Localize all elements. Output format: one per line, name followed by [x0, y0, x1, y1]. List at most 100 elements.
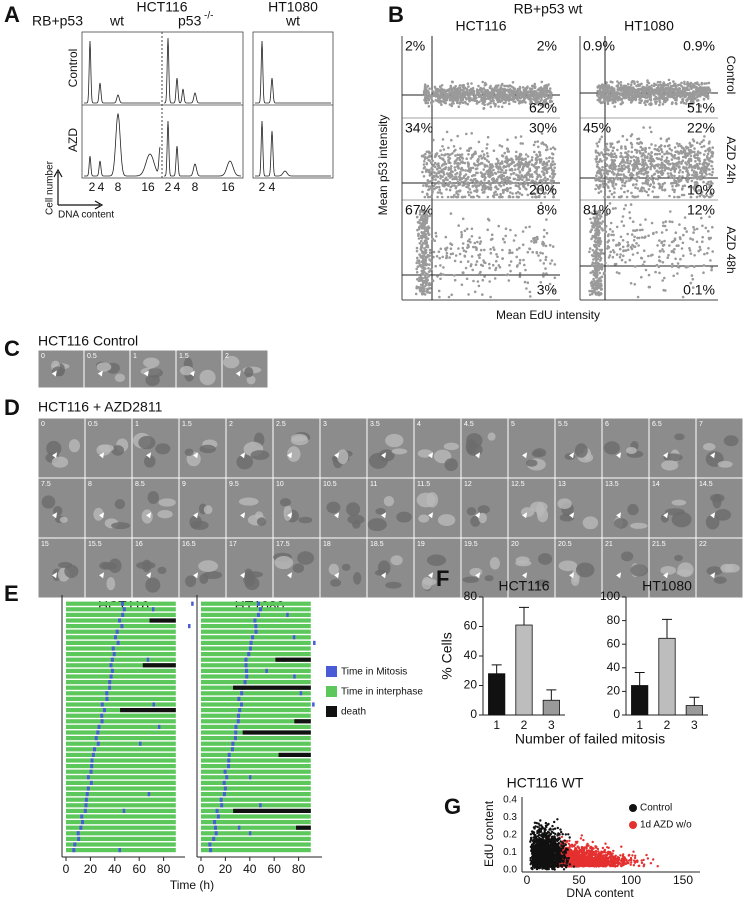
cell-dot	[537, 254, 540, 257]
cell-dot	[439, 149, 442, 152]
cell-dot	[664, 188, 667, 191]
cell-dot	[645, 96, 648, 99]
cell-dot	[677, 156, 680, 159]
cell-dot	[624, 145, 627, 148]
cell-dot	[494, 277, 497, 280]
cell-dot	[678, 152, 681, 155]
cell-dot	[621, 168, 624, 171]
cell-dot	[673, 93, 676, 96]
cell-dot	[499, 162, 502, 165]
cell-dot	[486, 143, 489, 146]
cell-dot	[447, 159, 450, 162]
cell-dot	[475, 263, 478, 266]
cell-dot	[428, 105, 431, 108]
cell-dot	[706, 163, 709, 166]
cell-shape	[148, 491, 159, 504]
cell-dot	[527, 155, 530, 158]
cell-dot	[609, 190, 612, 193]
cell-dot	[605, 84, 608, 87]
cell-dot	[520, 135, 523, 138]
cell-dot	[498, 196, 501, 199]
cell-dot	[538, 151, 541, 154]
cell-dot	[516, 264, 519, 267]
cell-dot	[659, 81, 662, 84]
cell-dot	[523, 264, 526, 267]
frame-time: 14	[652, 481, 660, 488]
cell-dot	[655, 231, 658, 234]
cell-dot	[457, 224, 460, 227]
cell-dot	[506, 138, 509, 141]
panel-letter: D	[4, 395, 20, 420]
cell-dot	[422, 155, 425, 158]
cell-dot	[640, 276, 643, 279]
cell-dot	[595, 270, 598, 273]
cell-dot	[662, 261, 665, 264]
cell-dot	[641, 149, 644, 152]
cell-dot	[488, 174, 491, 177]
cell-dot	[674, 146, 677, 149]
cell-dot	[673, 189, 676, 192]
cell-dot	[680, 101, 683, 104]
cell-dot	[473, 178, 476, 181]
cell-dot	[637, 172, 640, 175]
cell-dot	[551, 164, 554, 167]
cell-dot	[673, 154, 676, 157]
cell-dot	[598, 160, 601, 163]
cell-dot	[487, 96, 490, 99]
cell-shape	[672, 500, 687, 506]
cell-dot	[480, 264, 483, 267]
cell-dot	[645, 170, 648, 173]
cell-dot	[674, 238, 677, 241]
quadrant-percent: 22%	[687, 120, 715, 136]
cell-dot	[449, 181, 452, 184]
cell-dot	[501, 106, 504, 109]
cell-dot	[476, 90, 479, 93]
frame-time: 11.5	[417, 481, 430, 488]
cell-dot	[646, 183, 649, 186]
cell-dot	[523, 186, 526, 189]
cell-dot	[525, 188, 528, 191]
cell-dot	[456, 135, 459, 138]
cell-dot	[470, 82, 473, 85]
cell-dot	[487, 218, 490, 221]
cell-dot	[448, 256, 451, 259]
frame-time: 0	[41, 421, 45, 428]
cell-dot	[629, 217, 632, 220]
cell-dot	[635, 242, 638, 245]
cell-dot	[497, 159, 500, 162]
cell-dot	[449, 91, 452, 94]
cell-dot	[431, 160, 434, 163]
cell-dot	[461, 160, 464, 163]
cell-dot	[647, 177, 650, 180]
cell-dot	[605, 183, 608, 186]
cell-dot	[632, 184, 635, 187]
cell-dot	[438, 186, 441, 189]
cell-dot	[636, 89, 639, 92]
cell-shape	[199, 445, 215, 453]
cell-dot	[429, 171, 432, 174]
cell-dot	[524, 269, 527, 272]
cell-dot	[606, 148, 609, 151]
cell-dot	[513, 239, 516, 242]
cell-dot	[465, 133, 468, 136]
cell-dot	[608, 246, 611, 249]
cell-dot	[464, 91, 467, 94]
cell-shape	[385, 434, 403, 447]
cell-dot	[685, 178, 688, 181]
quadrant-percent: 62%	[529, 100, 557, 116]
cell-dot	[707, 153, 710, 156]
cell-dot	[454, 260, 457, 263]
cell-dot	[446, 179, 449, 182]
cell-dot	[454, 87, 457, 90]
cell-dot	[425, 89, 428, 92]
cell-dot	[416, 271, 419, 274]
cell-dot	[531, 90, 534, 93]
cell-dot	[649, 185, 652, 188]
cell-dot	[595, 227, 598, 230]
cell-dot	[432, 238, 435, 241]
cell-dot	[638, 160, 641, 163]
cell-dot	[467, 293, 470, 296]
cell-dot	[666, 152, 669, 155]
frame-time: 4	[417, 421, 421, 428]
cell-dot	[626, 233, 629, 236]
